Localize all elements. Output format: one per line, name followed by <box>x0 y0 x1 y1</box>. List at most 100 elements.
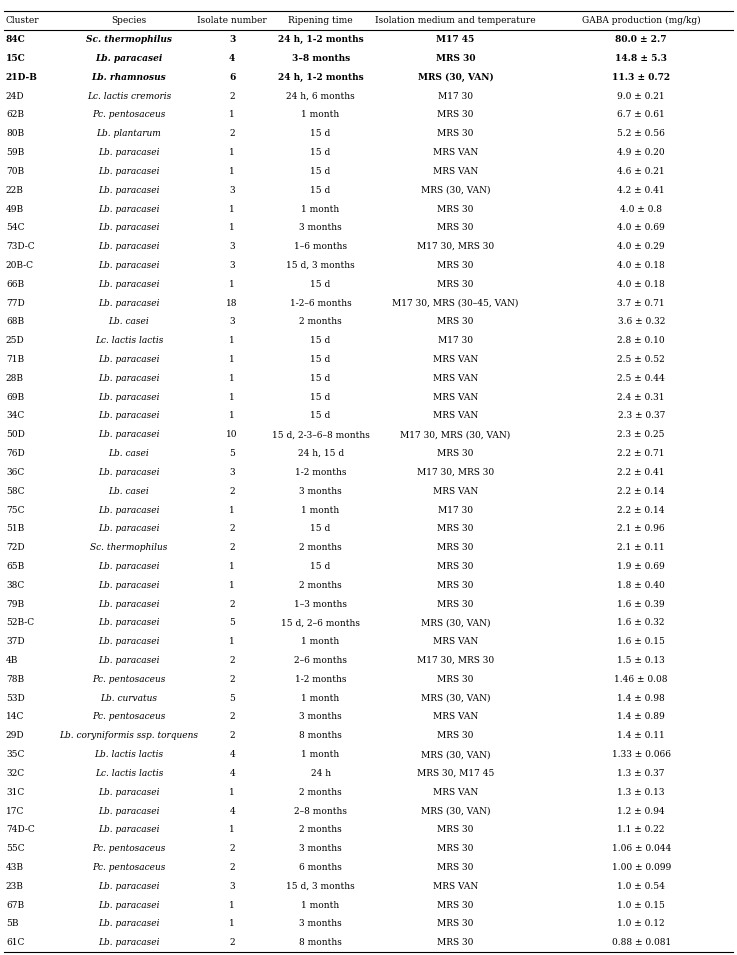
Text: MRS VAN: MRS VAN <box>433 412 478 420</box>
Text: 55C: 55C <box>6 844 24 853</box>
Text: 15 d: 15 d <box>310 280 331 288</box>
Text: 2 months: 2 months <box>299 317 342 327</box>
Text: MRS 30: MRS 30 <box>437 562 474 571</box>
Text: 15 d: 15 d <box>310 185 331 195</box>
Text: 2: 2 <box>229 863 235 872</box>
Text: M17 30, MRS (30, VAN): M17 30, MRS (30, VAN) <box>400 431 511 439</box>
Text: 2: 2 <box>229 675 235 684</box>
Text: 24 h, 1-2 months: 24 h, 1-2 months <box>278 35 363 44</box>
Text: 15 d: 15 d <box>310 562 331 571</box>
Text: MRS VAN: MRS VAN <box>433 167 478 176</box>
Text: MRS 30: MRS 30 <box>437 524 474 533</box>
Text: MRS 30: MRS 30 <box>437 223 474 232</box>
Text: MRS (30, VAN): MRS (30, VAN) <box>421 619 490 627</box>
Text: M17 30, MRS 30: M17 30, MRS 30 <box>417 656 494 665</box>
Text: Pc. pentosaceus: Pc. pentosaceus <box>92 863 166 872</box>
Text: 1 month: 1 month <box>301 693 340 703</box>
Text: 1: 1 <box>229 280 235 288</box>
Text: 43B: 43B <box>6 863 24 872</box>
Text: Ripening time: Ripening time <box>288 16 353 26</box>
Text: Lb. paracasei: Lb. paracasei <box>98 185 160 195</box>
Text: 2.1 ± 0.96: 2.1 ± 0.96 <box>618 524 665 533</box>
Text: 14C: 14C <box>6 712 24 721</box>
Text: 1.0 ± 0.54: 1.0 ± 0.54 <box>618 881 665 891</box>
Text: Sc. thermophilus: Sc. thermophilus <box>86 35 172 44</box>
Text: 1: 1 <box>229 920 235 928</box>
Text: MRS 30: MRS 30 <box>437 129 474 138</box>
Text: 3 months: 3 months <box>299 223 342 232</box>
Text: Lb. casei: Lb. casei <box>108 449 150 458</box>
Text: MRS 30: MRS 30 <box>437 920 474 928</box>
Text: 66B: 66B <box>6 280 24 288</box>
Text: 1: 1 <box>229 788 235 796</box>
Text: Lb. curvatus: Lb. curvatus <box>100 693 158 703</box>
Text: Lb. paracasei: Lb. paracasei <box>98 938 160 947</box>
Text: 22B: 22B <box>6 185 24 195</box>
Text: 74D-C: 74D-C <box>6 825 35 835</box>
Text: 3 months: 3 months <box>299 844 342 853</box>
Text: MRS 30: MRS 30 <box>437 280 474 288</box>
Text: 73D-C: 73D-C <box>6 243 35 251</box>
Text: 80B: 80B <box>6 129 24 138</box>
Text: MRS 30: MRS 30 <box>437 938 474 947</box>
Text: 15 d: 15 d <box>310 393 331 402</box>
Text: 68B: 68B <box>6 317 24 327</box>
Text: Lb. paracasei: Lb. paracasei <box>98 524 160 533</box>
Text: 15 d, 2–6 months: 15 d, 2–6 months <box>281 619 360 627</box>
Text: 1–6 months: 1–6 months <box>294 243 347 251</box>
Text: 15 d, 3 months: 15 d, 3 months <box>286 261 355 270</box>
Text: Lb. paracasei: Lb. paracasei <box>98 243 160 251</box>
Text: MRS 30, M17 45: MRS 30, M17 45 <box>417 769 494 778</box>
Text: 17C: 17C <box>6 807 24 816</box>
Text: 3.7 ± 0.71: 3.7 ± 0.71 <box>618 299 665 308</box>
Text: MRS (30, VAN): MRS (30, VAN) <box>421 807 490 816</box>
Text: 2–6 months: 2–6 months <box>294 656 347 665</box>
Text: 5: 5 <box>229 449 235 458</box>
Text: 38C: 38C <box>6 581 24 590</box>
Text: 52B-C: 52B-C <box>6 619 34 627</box>
Text: 14.8 ± 5.3: 14.8 ± 5.3 <box>615 54 667 63</box>
Text: 3: 3 <box>229 261 235 270</box>
Text: MRS 30: MRS 30 <box>437 863 474 872</box>
Text: 2.8 ± 0.10: 2.8 ± 0.10 <box>618 336 665 345</box>
Text: MRS 30: MRS 30 <box>437 901 474 909</box>
Text: 24 h, 1-2 months: 24 h, 1-2 months <box>278 73 363 82</box>
Text: Lb. paracasei: Lb. paracasei <box>98 881 160 891</box>
Text: Lc. lactis lactis: Lc. lactis lactis <box>95 336 163 345</box>
Text: MRS VAN: MRS VAN <box>433 487 478 496</box>
Text: 1.3 ± 0.37: 1.3 ± 0.37 <box>618 769 665 778</box>
Text: Lb. paracasei: Lb. paracasei <box>98 355 160 364</box>
Text: Lb. casei: Lb. casei <box>108 317 150 327</box>
Text: M17 30, MRS (30–45, VAN): M17 30, MRS (30–45, VAN) <box>392 299 519 308</box>
Text: MRS 30: MRS 30 <box>437 543 474 552</box>
Text: 24 h, 15 d: 24 h, 15 d <box>298 449 343 458</box>
Text: 1 month: 1 month <box>301 111 340 119</box>
Text: Species: Species <box>111 16 147 26</box>
Text: Lc. lactis cremoris: Lc. lactis cremoris <box>87 92 171 100</box>
Text: 2.2 ± 0.41: 2.2 ± 0.41 <box>618 468 665 477</box>
Text: 15 d, 3 months: 15 d, 3 months <box>286 881 355 891</box>
Text: MRS 30: MRS 30 <box>437 261 474 270</box>
Text: 1.4 ± 0.98: 1.4 ± 0.98 <box>618 693 665 703</box>
Text: 15 d: 15 d <box>310 129 331 138</box>
Text: 4B: 4B <box>6 656 18 665</box>
Text: 1.5 ± 0.13: 1.5 ± 0.13 <box>618 656 665 665</box>
Text: MRS 30: MRS 30 <box>437 581 474 590</box>
Text: Isolation medium and temperature: Isolation medium and temperature <box>375 16 536 26</box>
Text: Lb. casei: Lb. casei <box>108 487 150 496</box>
Text: Lb. paracasei: Lb. paracasei <box>98 299 160 308</box>
Text: 2.3 ± 0.25: 2.3 ± 0.25 <box>618 431 665 439</box>
Text: 1 month: 1 month <box>301 204 340 214</box>
Text: 4: 4 <box>229 807 235 816</box>
Text: Lb. paracasei: Lb. paracasei <box>98 920 160 928</box>
Text: MRS VAN: MRS VAN <box>433 637 478 647</box>
Text: Lb. paracasei: Lb. paracasei <box>98 825 160 835</box>
Text: 2.3 ± 0.37: 2.3 ± 0.37 <box>618 412 665 420</box>
Text: 1: 1 <box>229 148 235 157</box>
Text: 69B: 69B <box>6 393 24 402</box>
Text: 3: 3 <box>229 317 235 327</box>
Text: 3–8 months: 3–8 months <box>292 54 349 63</box>
Text: 3 months: 3 months <box>299 487 342 496</box>
Text: 1.6 ± 0.32: 1.6 ± 0.32 <box>618 619 665 627</box>
Text: 15 d, 2-3–6–8 months: 15 d, 2-3–6–8 months <box>272 431 369 439</box>
